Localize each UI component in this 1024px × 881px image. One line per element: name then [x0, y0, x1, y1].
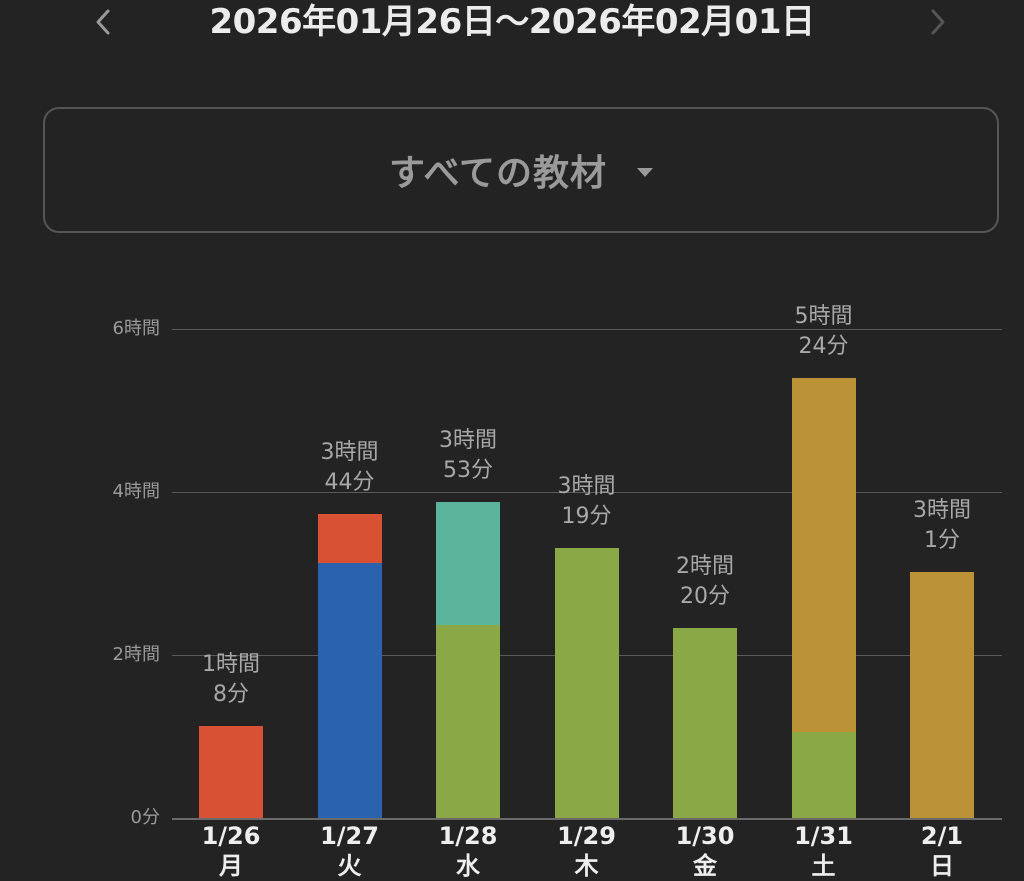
- bar-total-label: 3時間 1分: [882, 496, 1002, 556]
- x-axis-weekday: 木: [574, 852, 599, 880]
- x-axis-label: 2/1 日: [892, 821, 992, 881]
- bar-1-27[interactable]: [317, 513, 382, 818]
- x-axis-label: 1/26 月: [181, 821, 281, 881]
- header: 2026年01月26日〜2026年02月01日: [0, 0, 1024, 50]
- x-axis-label: 1/31 土: [774, 821, 874, 881]
- material-selector-label: すべての教材: [388, 153, 608, 194]
- bar-total-label-line: 53分: [443, 457, 493, 483]
- y-axis-tick-label: 0分: [130, 807, 160, 828]
- x-axis-line: [172, 818, 1002, 820]
- x-axis-label: 1/29 木: [537, 821, 637, 881]
- bar-total-label-line: 1分: [924, 528, 960, 554]
- x-axis-weekday: 金: [693, 852, 717, 880]
- bar-total-label: 5時間 24分: [764, 302, 884, 362]
- bar-segment-gold: [910, 572, 974, 818]
- bar-total-label: 1時間 8分: [171, 650, 291, 710]
- previous-week-button[interactable]: [88, 2, 118, 42]
- bar-segment-gold: [791, 377, 856, 733]
- x-axis-weekday: 日: [930, 852, 954, 880]
- material-selector-dropdown[interactable]: すべての教材: [43, 107, 999, 233]
- x-axis-date: 1/30: [675, 822, 735, 850]
- bar-total-label-line: 3時間: [913, 498, 971, 524]
- bar-total-label: 3時間 53分: [408, 426, 528, 486]
- bar-1-29[interactable]: [554, 547, 619, 818]
- x-axis-date: 1/31: [794, 822, 853, 850]
- x-axis-weekday: 火: [337, 852, 362, 880]
- bar-segment-green: [554, 547, 619, 818]
- x-axis-weekday: 土: [811, 852, 836, 880]
- bar-segment-red: [317, 513, 382, 563]
- bar-segment-green: [673, 627, 737, 818]
- gridline: [172, 492, 1002, 493]
- bar-total-label-line: 8分: [213, 681, 249, 707]
- bar-segment-green: [791, 732, 856, 818]
- caret-down-icon: [637, 167, 654, 177]
- next-week-button[interactable]: [923, 2, 953, 42]
- x-axis-date: 1/29: [557, 822, 616, 850]
- bar-total-label-line: 1時間: [202, 651, 260, 677]
- bar-total-label-line: 44分: [324, 469, 375, 495]
- bar-total-label-line: 20分: [680, 583, 730, 609]
- bar-total-label: 3時間 19分: [527, 472, 647, 532]
- x-axis-date: 1/28: [438, 822, 498, 850]
- x-axis-weekday: 月: [219, 852, 243, 880]
- bar-total-label: 2時間 20分: [645, 552, 765, 612]
- x-axis-weekday: 水: [456, 852, 480, 880]
- chevron-right-icon: [931, 9, 945, 35]
- x-axis-date: 1/27: [320, 822, 379, 850]
- bar-total-label-line: 3時間: [320, 439, 379, 465]
- x-axis-label: 1/30 金: [655, 821, 755, 881]
- bar-total-label-line: 19分: [561, 503, 612, 529]
- bar-1-31[interactable]: [791, 377, 856, 818]
- x-axis-date: 1/26: [201, 822, 261, 850]
- x-axis-label: 1/27 火: [300, 821, 400, 881]
- bar-total-label-line: 24分: [798, 333, 849, 359]
- bar-total-label: 3時間 44分: [290, 438, 410, 498]
- bar-segment-teal: [436, 501, 500, 626]
- bar-2-1[interactable]: [910, 572, 974, 818]
- bar-segment-red: [199, 725, 263, 818]
- bar-total-label-line: 3時間: [557, 473, 616, 499]
- bar-1-30[interactable]: [673, 627, 737, 818]
- bar-total-label-line: 3時間: [439, 427, 497, 453]
- bar-1-28[interactable]: [436, 501, 500, 818]
- chevron-left-icon: [96, 9, 110, 35]
- y-axis-tick-label: 6時間: [112, 318, 160, 339]
- y-axis-tick-label: 4時間: [112, 481, 160, 502]
- x-axis-date: 2/1: [920, 822, 964, 850]
- bar-total-label-line: 5時間: [794, 303, 853, 329]
- y-axis-tick-label: 2時間: [112, 644, 160, 665]
- bar-segment-blue: [317, 562, 382, 818]
- gridline: [172, 329, 1002, 330]
- x-axis-label: 1/28 水: [418, 821, 518, 881]
- date-range-title: 2026年01月26日〜2026年02月01日: [209, 2, 815, 42]
- bar-segment-green: [436, 625, 500, 818]
- bar-total-label-line: 2時間: [676, 553, 734, 579]
- bar-1-26[interactable]: [199, 725, 263, 818]
